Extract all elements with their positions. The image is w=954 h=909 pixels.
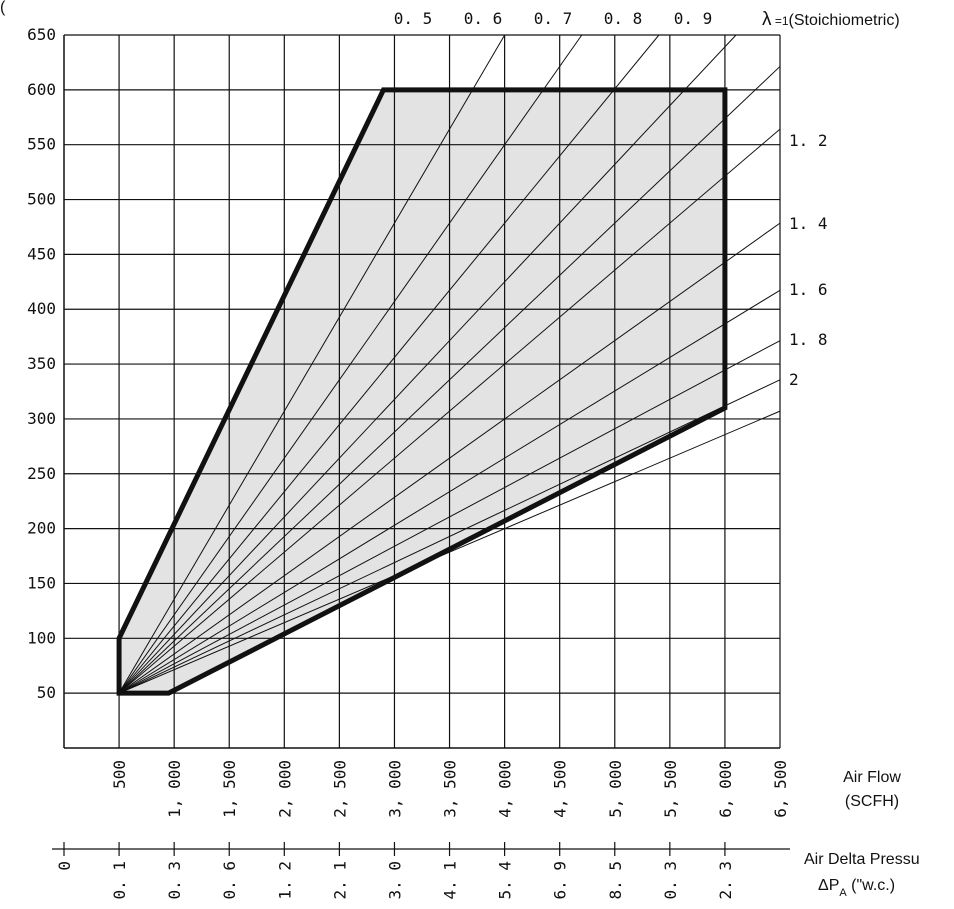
x-tick-label: 6, 000 bbox=[716, 760, 735, 818]
y-tick-label: 100 bbox=[27, 628, 56, 647]
x-tick-label: 500 bbox=[110, 760, 129, 789]
x-tick-label: 4, 000 bbox=[496, 760, 515, 818]
lambda-label: 1. 6 bbox=[789, 280, 828, 299]
lambda-label: 2 bbox=[789, 370, 799, 389]
y-tick-label: 300 bbox=[27, 409, 56, 428]
operating-region bbox=[119, 89, 725, 694]
lambda-label: 1. 4 bbox=[789, 214, 828, 233]
lambda-line bbox=[118, 34, 660, 694]
lambda-label: 1. 8 bbox=[789, 330, 828, 349]
lambda-label: 0. 8 bbox=[604, 9, 643, 28]
x-tick-label: 2, 000 bbox=[275, 760, 294, 818]
lambda-label: 1. 2 bbox=[789, 131, 828, 150]
lambda-label: 0. 7 bbox=[534, 9, 573, 28]
pressure-tick-label: 0. 3 bbox=[661, 861, 680, 900]
lambda-line bbox=[118, 289, 781, 694]
lambda-lines bbox=[118, 34, 781, 694]
pressure-tick-label: 6. 9 bbox=[551, 861, 570, 900]
x-tick-label: 1, 500 bbox=[220, 760, 239, 818]
x-tick-label: 6, 500 bbox=[771, 760, 790, 818]
lambda-line bbox=[118, 34, 737, 694]
x-tick-label: 1, 000 bbox=[165, 760, 184, 818]
y-tick-label: 250 bbox=[27, 464, 56, 483]
x-tick-label: 2, 500 bbox=[330, 760, 349, 818]
lambda-line bbox=[118, 410, 781, 694]
pressure-tick-label: 1. 2 bbox=[275, 861, 294, 900]
lambda-label-stoichiometric: λ =1(Stoichiometric) bbox=[762, 9, 900, 30]
lambda-label: 0. 5 bbox=[394, 9, 433, 28]
pressure-tick-label: 0. 1 bbox=[110, 861, 129, 900]
pressure-tick-label: 3. 0 bbox=[385, 861, 404, 900]
lambda-line bbox=[118, 128, 781, 694]
y-tick-label: 650 bbox=[27, 25, 56, 44]
y-tick-label: 500 bbox=[27, 190, 56, 209]
x-tick-label: 3, 000 bbox=[385, 760, 404, 818]
y-tick-label: 550 bbox=[27, 135, 56, 154]
pressure-tick-label: 4. 1 bbox=[441, 861, 460, 900]
x-tick-label: 5, 000 bbox=[606, 760, 625, 818]
pressure-tick-label: 0. 3 bbox=[165, 861, 184, 900]
y-tick-label: 350 bbox=[27, 354, 56, 373]
x-tick-label: 5, 500 bbox=[661, 760, 680, 818]
lambda-line bbox=[118, 34, 506, 694]
lambda-line bbox=[118, 66, 781, 694]
lambda-label: 0. 9 bbox=[674, 9, 713, 28]
lambda-line bbox=[118, 222, 781, 694]
y-tick-label: 400 bbox=[27, 299, 56, 318]
y-tick-label: 600 bbox=[27, 80, 56, 99]
pressure-tick-label: 5. 4 bbox=[496, 861, 515, 900]
y-tick-label: 50 bbox=[37, 683, 56, 702]
pressure-tick-label: 2. 3 bbox=[716, 861, 735, 900]
lambda-line bbox=[118, 34, 583, 694]
y-tick-label: 450 bbox=[27, 244, 56, 263]
lambda-label: 0. 6 bbox=[464, 9, 503, 28]
x-tick-label: 4, 500 bbox=[551, 760, 570, 818]
lambda-line bbox=[118, 379, 781, 694]
x-axis-label: Air Flow bbox=[843, 769, 901, 786]
lambda-line bbox=[118, 340, 781, 694]
y-tick-label: 200 bbox=[27, 519, 56, 538]
pressure-tick-label: 8. 5 bbox=[606, 861, 625, 900]
pressure-tick-label: 2. 1 bbox=[330, 861, 349, 900]
x-axis-label: (SCFH) bbox=[845, 793, 899, 810]
pressure-axis-label: Air Delta Pressu bbox=[804, 851, 920, 868]
pressure-tick-label: 0 bbox=[55, 861, 74, 871]
operating-region-outline bbox=[116, 87, 728, 696]
pressure-axis-units: ΔPA ("w.c.) bbox=[818, 877, 895, 899]
x-tick-label: 3, 500 bbox=[441, 760, 460, 818]
pressure-tick-label: 0. 6 bbox=[220, 861, 239, 900]
y-tick-label: 150 bbox=[27, 573, 56, 592]
y-axis-label: ( bbox=[0, 0, 6, 16]
